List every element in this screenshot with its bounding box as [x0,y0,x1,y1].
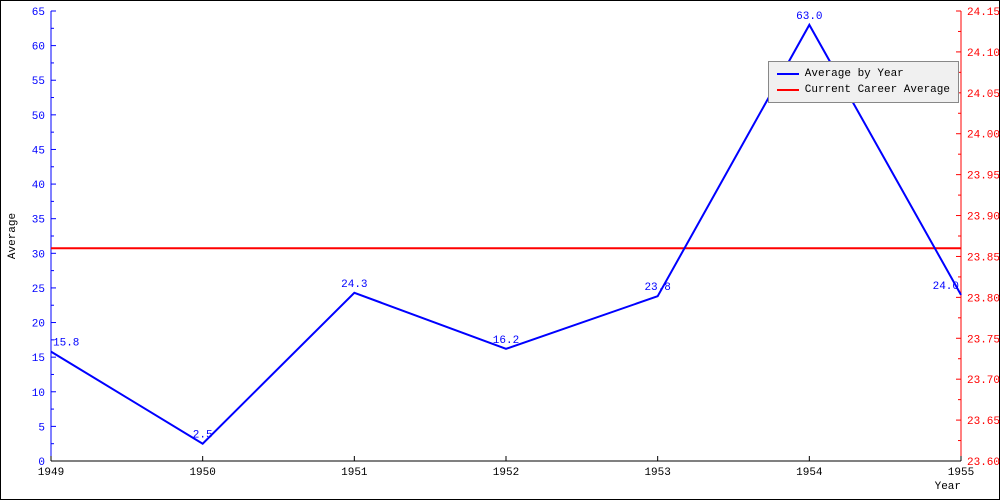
svg-text:50: 50 [32,111,45,123]
legend-label-avg: Average by Year [805,68,904,80]
svg-text:65: 65 [32,7,45,19]
svg-text:5: 5 [38,422,45,434]
svg-text:1955: 1955 [948,467,974,479]
svg-text:23.80: 23.80 [967,293,1000,305]
svg-text:35: 35 [32,215,45,227]
svg-text:23.95: 23.95 [967,171,1000,183]
svg-text:45: 45 [32,145,45,157]
svg-text:1952: 1952 [493,467,519,479]
legend-swatch-avg [777,73,799,75]
data-label: 24.3 [341,279,367,291]
data-label: 23.8 [644,282,670,294]
svg-text:60: 60 [32,42,45,54]
data-label: 24.0 [933,281,959,293]
svg-text:1953: 1953 [644,467,670,479]
svg-text:30: 30 [32,249,45,261]
data-label: 15.8 [53,338,79,350]
data-label: 2.5 [193,430,213,442]
svg-text:23.90: 23.90 [967,212,1000,224]
svg-text:20: 20 [32,319,45,331]
svg-text:1954: 1954 [796,467,823,479]
chart-container: 05101520253035404550556065Average23.6023… [0,0,1000,500]
legend-label-career: Current Career Average [805,84,950,96]
svg-text:24.00: 24.00 [967,130,1000,142]
svg-text:24.10: 24.10 [967,48,1000,60]
svg-text:23.65: 23.65 [967,416,1000,428]
data-label: 63.0 [796,11,822,23]
svg-text:40: 40 [32,180,45,192]
svg-text:24.15: 24.15 [967,7,1000,19]
svg-text:25: 25 [32,284,45,296]
svg-text:24.05: 24.05 [967,89,1000,101]
svg-text:23.85: 23.85 [967,252,1000,264]
legend-item-avg: Average by Year [777,66,950,82]
svg-text:55: 55 [32,76,45,88]
svg-text:Average: Average [7,213,19,259]
data-label: 16.2 [493,335,519,347]
svg-text:1950: 1950 [189,467,215,479]
svg-text:23.75: 23.75 [967,334,1000,346]
svg-text:1949: 1949 [38,467,64,479]
legend-item-career: Current Career Average [777,82,950,98]
svg-text:Year: Year [935,481,961,493]
svg-text:15: 15 [32,353,45,365]
legend-swatch-career [777,89,799,91]
svg-text:23.70: 23.70 [967,375,1000,387]
legend: Average by Year Current Career Average [768,61,959,103]
svg-text:10: 10 [32,388,45,400]
svg-text:1951: 1951 [341,467,368,479]
